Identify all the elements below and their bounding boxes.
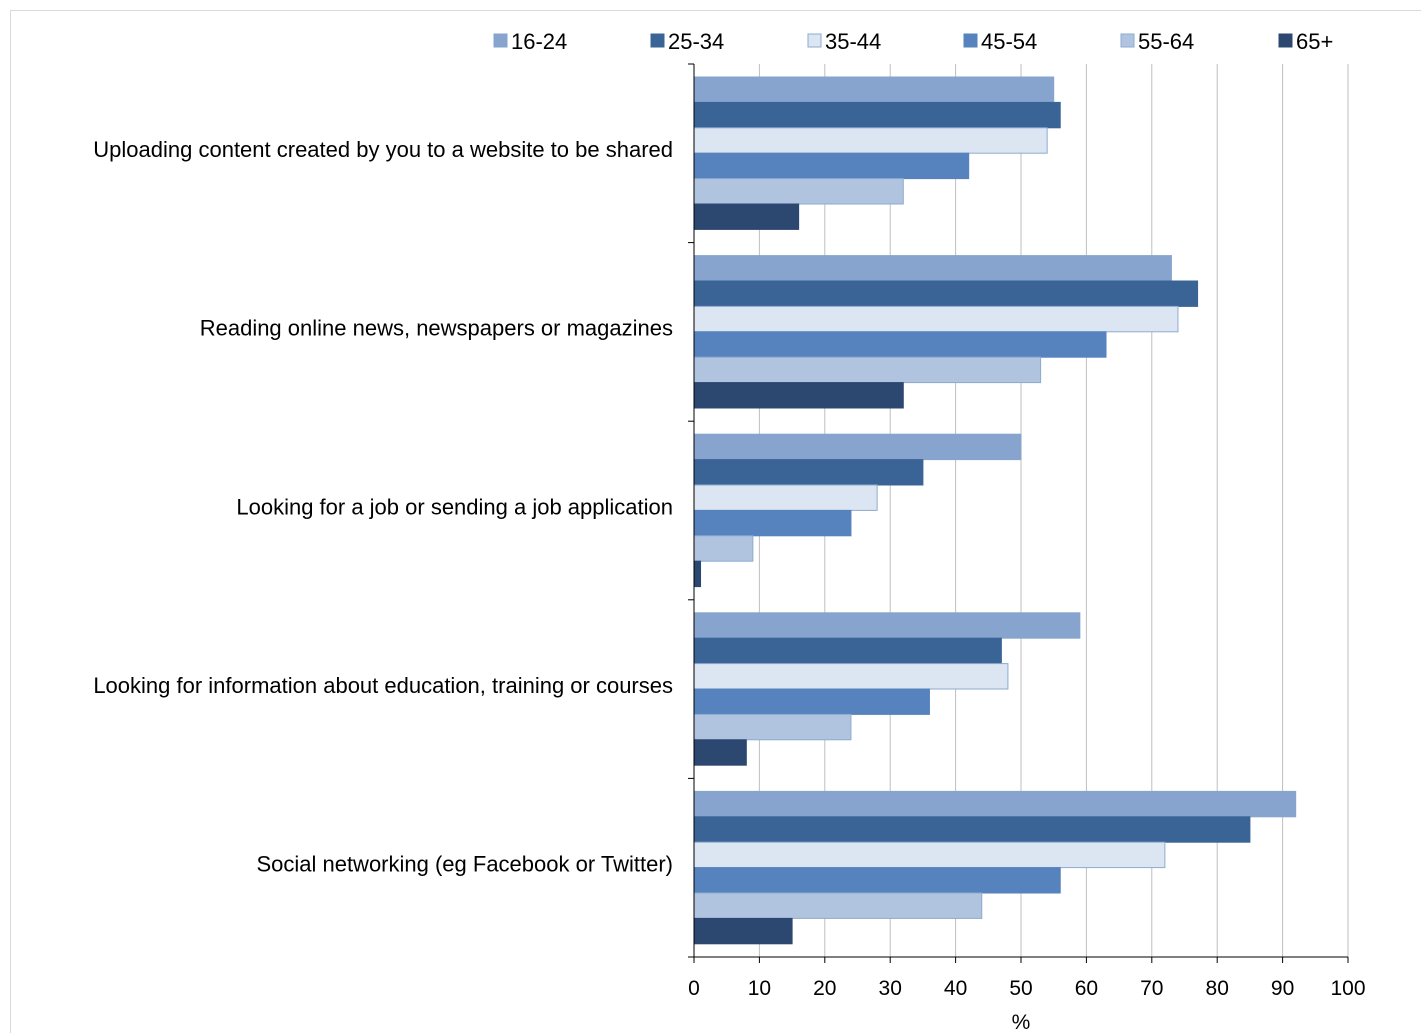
x-tick-label: 40 [944, 977, 967, 1000]
legend-swatch-35-44 [807, 33, 822, 48]
x-axis-title: % [1012, 1011, 1031, 1033]
category-label: Uploading content created by you to a we… [93, 137, 673, 162]
bar-35-44 [693, 663, 1009, 690]
legend-swatch-25-34 [650, 33, 665, 48]
legend-label-35-44: 35-44 [825, 29, 881, 54]
bars [693, 76, 1297, 945]
x-tick-label: 100 [1330, 977, 1365, 1000]
labels: 0 10 20 30 40 50 60 70 80 90 100% Uploading content… [93, 137, 1365, 1033]
axes [688, 63, 1349, 963]
bar-45-54 [693, 688, 930, 715]
x-tick-label: 50 [1009, 977, 1032, 1000]
bar-16-24 [693, 255, 1172, 282]
x-tick-label: 10 [748, 977, 771, 1000]
bar-45-54 [693, 867, 1061, 894]
category-label: Looking for a job or sending a job appli… [236, 494, 673, 519]
x-tick-label: 80 [1206, 977, 1229, 1000]
bar-25-34 [693, 637, 1002, 665]
x-tick-label: 20 [813, 977, 836, 1000]
bar-16-24 [693, 433, 1022, 461]
bar-25-34 [693, 280, 1199, 307]
x-tick-label: 70 [1140, 977, 1163, 1000]
bar-35-44 [693, 484, 878, 511]
category-label: Reading online news, newspapers or magaz… [200, 316, 673, 341]
bar-16-24 [693, 790, 1297, 818]
bar-65+ [693, 917, 793, 945]
bar-16-24 [693, 76, 1055, 103]
bar-65+ [693, 203, 800, 230]
bar-35-44 [693, 127, 1048, 154]
category-label: Looking for information about education,… [93, 673, 673, 698]
legend-label-16-24: 16-24 [511, 29, 567, 54]
bar-45-54 [693, 152, 970, 180]
category-label: Social networking (eg Facebook or Twitte… [256, 852, 673, 877]
bar-25-34 [693, 816, 1251, 843]
bar-16-24 [693, 612, 1081, 639]
legend-swatch-55-64 [1120, 33, 1135, 48]
bar-35-44 [693, 305, 1179, 333]
bar-45-54 [693, 509, 852, 537]
x-tick-label: 60 [1075, 977, 1098, 1000]
x-tick-label: 0 [688, 977, 700, 1000]
bar-35-44 [693, 841, 1166, 869]
bar-65+ [693, 560, 702, 588]
bar-55-64 [693, 356, 1042, 384]
legend-swatch-65+ [1278, 33, 1293, 48]
legend-swatch-16-24 [493, 33, 508, 48]
bar-25-34 [693, 459, 924, 486]
bar-65+ [693, 382, 904, 409]
legend-label-45-54: 45-54 [981, 29, 1037, 54]
legend-label-25-34: 25-34 [668, 29, 724, 54]
bar-55-64 [693, 535, 754, 562]
x-tick-label: 90 [1271, 977, 1294, 1000]
bar-55-64 [693, 178, 904, 205]
x-tick-label: 30 [879, 977, 902, 1000]
bar-55-64 [693, 713, 852, 741]
legend-label-55-64: 55-64 [1138, 29, 1194, 54]
legend-label-65+: 65+ [1296, 29, 1333, 54]
bar-65+ [693, 739, 747, 766]
bar-55-64 [693, 892, 983, 919]
bar-45-54 [693, 331, 1107, 358]
legend-swatch-45-54 [963, 33, 978, 48]
legend: 16-24 25-34 35-44 45-54 55-64 65+ [493, 29, 1333, 54]
bar-25-34 [693, 101, 1061, 129]
chart-frame [10, 10, 1421, 1033]
